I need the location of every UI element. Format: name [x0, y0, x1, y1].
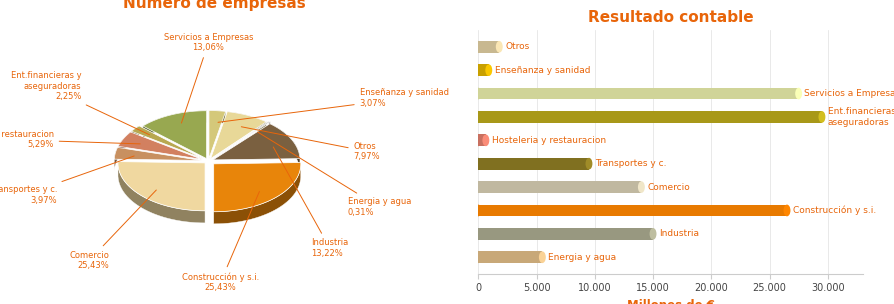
Ellipse shape: [475, 64, 482, 76]
Text: Energia y agua
0,31%: Energia y agua 0,31%: [257, 132, 411, 217]
Polygon shape: [118, 132, 202, 159]
Text: Construcción y s.i.: Construcción y s.i.: [793, 206, 876, 215]
FancyBboxPatch shape: [478, 228, 653, 240]
FancyBboxPatch shape: [478, 205, 787, 216]
FancyBboxPatch shape: [478, 111, 822, 123]
Polygon shape: [214, 163, 300, 224]
Text: Servicios a Empresas
13,06%: Servicios a Empresas 13,06%: [164, 33, 253, 123]
FancyBboxPatch shape: [478, 64, 489, 76]
Polygon shape: [114, 147, 117, 171]
Title: Número de empresas: Número de empresas: [123, 0, 306, 11]
Ellipse shape: [475, 251, 482, 263]
Polygon shape: [118, 162, 205, 223]
Ellipse shape: [638, 181, 645, 193]
Ellipse shape: [539, 251, 546, 263]
Polygon shape: [143, 111, 207, 138]
Text: Industria
13,22%: Industria 13,22%: [274, 147, 349, 258]
Text: Comercio: Comercio: [647, 183, 690, 192]
Text: Construcción y s.i.
25,43%: Construcción y s.i. 25,43%: [182, 192, 259, 292]
Polygon shape: [143, 111, 207, 159]
Polygon shape: [213, 121, 270, 158]
Text: Ent.financieras y
aseguradoras: Ent.financieras y aseguradoras: [828, 107, 894, 127]
Text: Servicios a Empresas: Servicios a Empresas: [805, 89, 894, 98]
Text: Comercio
25,43%: Comercio 25,43%: [70, 190, 156, 270]
Ellipse shape: [475, 228, 482, 240]
Ellipse shape: [586, 158, 593, 170]
Text: Otros
7,97%: Otros 7,97%: [241, 127, 380, 161]
Ellipse shape: [475, 181, 482, 193]
FancyBboxPatch shape: [478, 134, 485, 146]
Polygon shape: [213, 124, 300, 160]
Ellipse shape: [650, 228, 656, 240]
Ellipse shape: [783, 205, 790, 216]
Ellipse shape: [496, 41, 502, 53]
Ellipse shape: [475, 88, 482, 99]
Polygon shape: [118, 132, 131, 158]
Polygon shape: [114, 147, 201, 161]
X-axis label: Millones de €: Millones de €: [627, 299, 714, 304]
FancyBboxPatch shape: [478, 41, 499, 53]
Text: Hosteleria y restauracion: Hosteleria y restauracion: [492, 136, 606, 145]
Polygon shape: [227, 112, 266, 134]
FancyBboxPatch shape: [478, 158, 589, 170]
Polygon shape: [214, 163, 300, 212]
Ellipse shape: [795, 88, 802, 99]
Text: Otros: Otros: [505, 42, 529, 51]
Text: Enseñanza y sanidad: Enseñanza y sanidad: [494, 66, 590, 75]
Text: Energia y agua: Energia y agua: [548, 253, 616, 262]
FancyBboxPatch shape: [478, 88, 798, 99]
Ellipse shape: [485, 64, 493, 76]
Polygon shape: [131, 126, 203, 159]
Ellipse shape: [819, 111, 825, 123]
Polygon shape: [211, 112, 266, 159]
Ellipse shape: [475, 134, 482, 146]
Title: Resultado contable: Resultado contable: [587, 10, 754, 25]
Polygon shape: [209, 111, 225, 158]
Polygon shape: [270, 124, 300, 171]
Ellipse shape: [475, 205, 482, 216]
Polygon shape: [131, 126, 139, 143]
FancyBboxPatch shape: [478, 181, 641, 193]
Text: Enseñanza y sanidad
3,07%: Enseñanza y sanidad 3,07%: [218, 88, 449, 122]
Text: Industria: Industria: [659, 229, 699, 238]
Text: Hosteleria y restauracion
5,29%: Hosteleria y restauracion 5,29%: [0, 130, 140, 149]
Polygon shape: [269, 121, 270, 134]
Ellipse shape: [475, 111, 482, 123]
Ellipse shape: [475, 158, 482, 170]
Ellipse shape: [475, 41, 482, 53]
Text: Ent.financieras y
aseguradoras
2,25%: Ent.financieras y aseguradoras 2,25%: [11, 71, 149, 135]
Text: Transportes y c.: Transportes y c.: [595, 159, 666, 168]
Polygon shape: [209, 111, 225, 123]
Text: Transportes y c.
3,97%: Transportes y c. 3,97%: [0, 156, 134, 205]
FancyBboxPatch shape: [478, 251, 543, 263]
Ellipse shape: [483, 134, 489, 146]
Polygon shape: [118, 162, 205, 211]
